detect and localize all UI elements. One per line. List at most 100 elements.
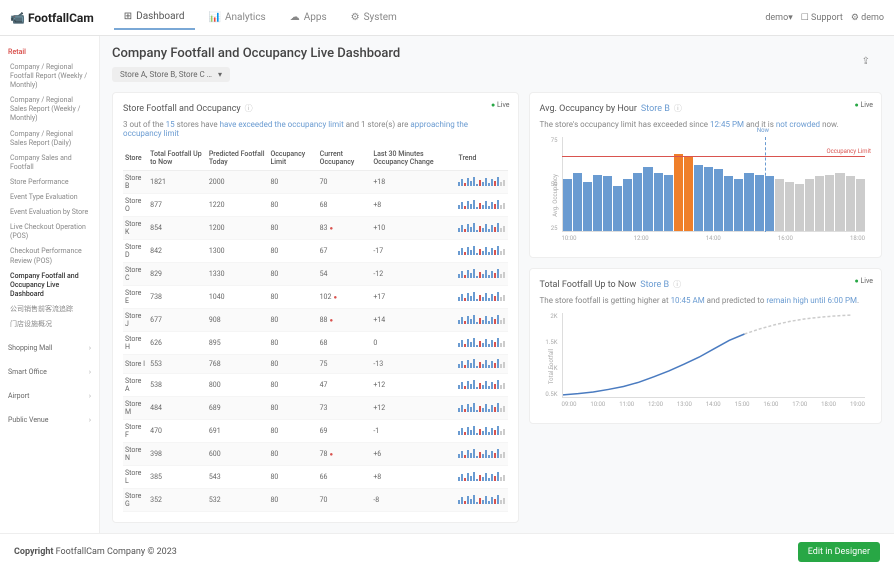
table-header[interactable]: Occupancy Limit	[268, 146, 317, 171]
table-row[interactable]: Store L3855438066+8	[123, 466, 508, 489]
info-icon[interactable]: ⓘ	[674, 103, 682, 114]
sidebar-item[interactable]: Company Sales and Footfall	[0, 151, 99, 175]
table-row[interactable]: Store M4846898073+12	[123, 397, 508, 420]
sidebar-item[interactable]: Company / Regional Footfall Report (Week…	[0, 60, 99, 93]
table-row[interactable]: Store H62689580680	[123, 332, 508, 355]
info-icon[interactable]: ⓘ	[673, 279, 681, 290]
table-row[interactable]: Store E738104080102●+17	[123, 286, 508, 309]
table-row[interactable]: Store F4706918069-1	[123, 420, 508, 443]
nav-tabs: ⊞ Dashboard📊 Analytics☁ Apps⚙ System	[114, 5, 407, 30]
chart-bar	[593, 175, 602, 231]
chart-bar	[755, 175, 764, 231]
trend-sparkline	[458, 314, 505, 324]
table-header[interactable]: Current Occupancy	[318, 146, 372, 171]
trend-sparkline	[458, 337, 505, 347]
sidebar: Retail Company / Regional Footfall Repor…	[0, 36, 100, 533]
page-title: Company Footfall and Occupancy Live Dash…	[112, 46, 882, 61]
trend-sparkline	[458, 199, 505, 209]
nav-tab-dashboard[interactable]: ⊞ Dashboard	[114, 5, 195, 30]
sidebar-item[interactable]: Checkout Performance Review (POS)	[0, 244, 99, 268]
nav-tab-system[interactable]: ⚙ System	[341, 5, 407, 30]
sidebar-section[interactable]: Public Venue	[0, 412, 99, 428]
share-icon[interactable]: ⇪	[862, 56, 870, 67]
sidebar-item[interactable]: 公司销售前客流追踪	[0, 302, 99, 317]
top-bar: FootfallCam ⊞ Dashboard📊 Analytics☁ Apps…	[0, 0, 894, 36]
trend-sparkline	[458, 471, 505, 481]
demo-dropdown[interactable]: demo▾	[765, 13, 792, 23]
chart-bar	[704, 167, 713, 231]
live-badge: Live	[491, 101, 510, 109]
edit-designer-button[interactable]: Edit in Designer	[798, 542, 880, 562]
trend-sparkline	[458, 494, 505, 504]
chart-bar	[815, 176, 824, 231]
live-badge: Live	[855, 277, 874, 285]
exceeded-link[interactable]: have exceeded the occupancy limit	[220, 120, 344, 129]
sidebar-section[interactable]: Shopping Mall	[0, 340, 99, 356]
table-row[interactable]: Store A5388008047+12	[123, 374, 508, 397]
nav-icon: ☁	[290, 12, 300, 23]
table-row[interactable]: Store B182120008070+18	[123, 171, 508, 194]
chart-bar	[734, 179, 743, 231]
sidebar-item[interactable]: Live Checkout Operation (POS)	[0, 220, 99, 244]
support-link[interactable]: ☐ Support	[801, 13, 843, 23]
store-table: StoreTotal Footfall Up to NowPredicted F…	[123, 146, 508, 512]
table-row[interactable]: Store K85412008083●+10	[123, 217, 508, 240]
chart-bar	[613, 186, 622, 231]
right-menu: demo▾ ☐ Support ⚙ demo	[765, 13, 884, 23]
chart-bar	[775, 179, 784, 231]
table-row[interactable]: Store J6779088088●+14	[123, 309, 508, 332]
sidebar-section-retail[interactable]: Retail	[0, 44, 99, 60]
sidebar-item[interactable]: Event Evaluation by Store	[0, 205, 99, 220]
user-menu[interactable]: ⚙ demo	[851, 13, 884, 23]
info-icon[interactable]: ⓘ	[245, 103, 253, 114]
store-link[interactable]: Store B	[641, 104, 670, 114]
chart-bar	[583, 182, 592, 231]
nav-tab-analytics[interactable]: 📊 Analytics	[199, 5, 276, 30]
sidebar-item[interactable]: 门店设施概况	[0, 317, 99, 332]
sidebar-item[interactable]: Store Performance	[0, 175, 99, 190]
logo: FootfallCam	[10, 11, 94, 25]
table-row[interactable]: Store G3525328070-8	[123, 489, 508, 512]
chart-bar	[603, 176, 612, 231]
trend-sparkline	[458, 245, 505, 255]
chart-bar	[684, 156, 693, 231]
chart-bar	[856, 179, 865, 231]
table-row[interactable]: Store N3986008078●+6	[123, 443, 508, 466]
sidebar-section[interactable]: Airport	[0, 388, 99, 404]
trend-sparkline	[458, 402, 505, 412]
table-card: Live Store Footfall and Occupancy ⓘ 3 ou…	[112, 92, 519, 523]
sidebar-section[interactable]: Smart Office	[0, 364, 99, 380]
table-header[interactable]: Trend	[456, 146, 507, 171]
live-badge: Live	[855, 101, 874, 109]
table-header[interactable]: Store	[123, 146, 148, 171]
table-header[interactable]: Total Footfall Up to Now	[148, 146, 207, 171]
chart-bar	[724, 176, 733, 231]
occupancy-chart-card: Live Avg. Occupancy by Hour Store B ⓘ Th…	[529, 92, 882, 258]
table-row[interactable]: Store D84213008067-17	[123, 240, 508, 263]
store-link[interactable]: Store B	[640, 280, 669, 290]
line-card-title: Total Footfall Up to Now Store B ⓘ	[540, 279, 871, 290]
nav-tab-apps[interactable]: ☁ Apps	[280, 5, 337, 30]
chart-bar	[674, 154, 683, 231]
table-row[interactable]: Store I5537688075-13	[123, 355, 508, 374]
chart-bar	[563, 179, 572, 231]
table-header[interactable]: Predicted Footfall Today	[207, 146, 269, 171]
table-row[interactable]: Store C82913308054-12	[123, 263, 508, 286]
chart-bar	[633, 173, 642, 231]
footer: Copyright FootfallCam Company © 2023 Edi…	[0, 533, 894, 569]
trend-sparkline	[458, 222, 505, 232]
sidebar-item[interactable]: Company / Regional Sales Report (Weekly …	[0, 93, 99, 126]
chart-bar	[623, 179, 632, 231]
warn-icon: ●	[330, 317, 334, 324]
store-selector[interactable]: Store A, Store B, Store C …▾	[112, 67, 230, 82]
trend-sparkline	[458, 358, 505, 368]
chart-bar	[744, 173, 753, 231]
sidebar-item[interactable]: Company Footfall and Occupancy Live Dash…	[0, 269, 99, 302]
chart-bar	[846, 176, 855, 231]
table-row[interactable]: Store O87712208068+8	[123, 194, 508, 217]
warn-icon: ●	[330, 225, 334, 232]
table-header[interactable]: Last 30 Minutes Occupancy Change	[371, 146, 456, 171]
sidebar-item[interactable]: Company / Regional Sales Report (Daily)	[0, 127, 99, 151]
chart-bar	[643, 167, 652, 231]
sidebar-item[interactable]: Event Type Evaluation	[0, 190, 99, 205]
